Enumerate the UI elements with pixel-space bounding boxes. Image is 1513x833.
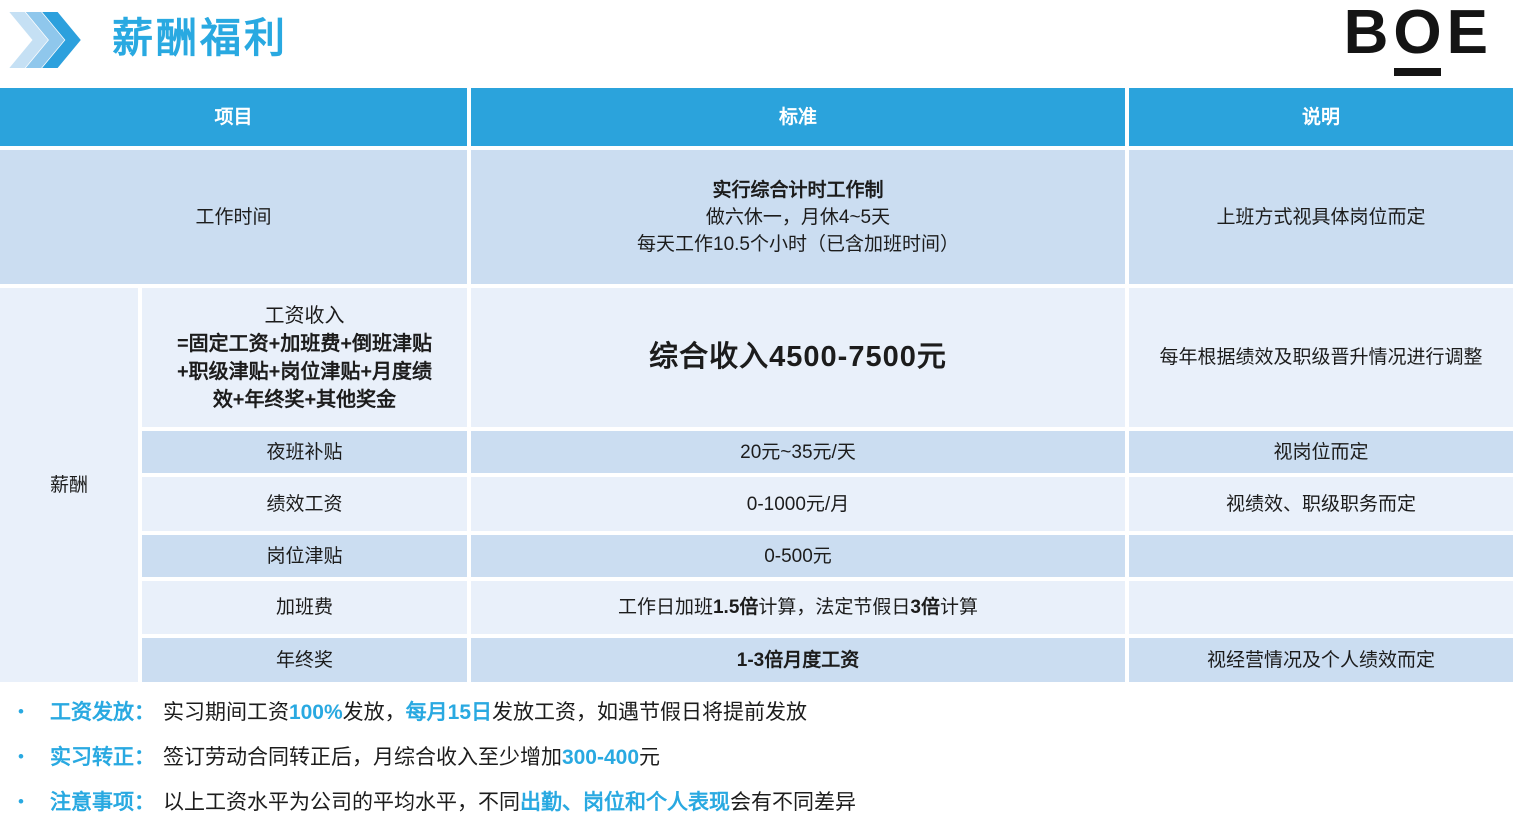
column-header-standard: 标准	[471, 88, 1125, 146]
cell-performance-item: 绩效工资	[142, 477, 467, 531]
cell-night-shift-item: 夜班补贴	[142, 431, 467, 473]
income-formula-line2: +职级津贴+岗位津贴+月度绩	[176, 360, 433, 383]
cell-post-allowance-note	[1129, 535, 1513, 577]
overtime-standard-text: 工作日加班1.5倍计算，法定节假日3倍计算	[618, 594, 978, 621]
boe-logo-letter-b: B	[1343, 0, 1394, 67]
page-title: 薪酬福利	[112, 15, 288, 61]
cell-night-shift-standard: 20元~35元/天	[471, 431, 1125, 473]
cell-night-shift-note: 视岗位而定	[1129, 431, 1513, 473]
income-title: 工资收入	[264, 304, 345, 327]
cell-income-note: 每年根据绩效及职级晋升情况进行调整	[1129, 288, 1513, 427]
cell-income-standard: 综合收入4500-7500元	[471, 288, 1125, 427]
cell-overtime-note	[1129, 581, 1513, 634]
note-internship-conversion: • 实习转正： 签订劳动合同转正后，月综合收入至少增加 300-400 元	[0, 741, 1513, 786]
note-internship-conversion-amount: 300-400	[561, 746, 640, 769]
column-header-item: 项目	[0, 88, 467, 146]
note-salary-payment-seg3: 发放，	[342, 701, 406, 724]
salary-benefits-table: 项目 标准 说明 工作时间 实行综合计时工作制 做六休一，月休4~5天 每天工作…	[0, 88, 1513, 682]
cell-post-allowance-standard: 0-500元	[471, 535, 1125, 577]
cell-year-end-item: 年终奖	[142, 638, 467, 682]
note-salary-payment-seg1: 实习期间工资	[162, 701, 289, 724]
note-attention-factors: 出勤、岗位和个人表现	[519, 791, 730, 814]
chevron-right-icon	[9, 12, 81, 68]
footnotes: • 工资发放： 实习期间工资 100% 发放， 每月15日 发放工资，如遇节假日…	[0, 696, 1513, 831]
cell-performance-standard: 0-1000元/月	[471, 477, 1125, 531]
note-salary-payment-pct: 100%	[288, 701, 343, 724]
cell-performance-note: 视绩效、职级职务而定	[1129, 477, 1513, 531]
cell-income-item: 工资收入 =固定工资+加班费+倒班津贴 +职级津贴+岗位津贴+月度绩 效+年终奖…	[142, 288, 467, 427]
column-header-note: 说明	[1129, 88, 1513, 146]
work-time-schedule: 做六休一，月休4~5天	[705, 206, 891, 228]
overtime-seg1: 工作日加班	[617, 597, 713, 618]
note-salary-payment: • 工资发放： 实习期间工资 100% 发放， 每月15日 发放工资，如遇节假日…	[0, 696, 1513, 741]
cell-work-time-standard: 实行综合计时工作制 做六休一，月休4~5天 每天工作10.5个小时（已含加班时间…	[471, 150, 1125, 284]
overtime-seg3: 计算，法定节假日	[758, 597, 911, 618]
note-internship-conversion-label: 实习转正：	[49, 746, 155, 769]
note-attention-seg3: 会有不同差异	[729, 791, 856, 814]
work-time-system: 实行综合计时工作制	[712, 179, 884, 201]
cell-post-allowance-item: 岗位津贴	[142, 535, 467, 577]
work-time-hours: 每天工作10.5个小时（已含加班时间）	[637, 233, 959, 255]
cell-year-end-standard: 1-3倍月度工资	[471, 638, 1125, 682]
income-formula-line3: 效+年终奖+其他奖金	[212, 388, 397, 411]
bullet-icon: •	[18, 702, 24, 721]
overtime-seg5: 计算	[940, 597, 979, 618]
income-formula-line1: =固定工资+加班费+倒班津贴	[176, 332, 433, 355]
note-attention: • 注意事项： 以上工资水平为公司的平均水平，不同 出勤、岗位和个人表现 会有不…	[0, 786, 1513, 831]
cell-work-time-item: 工作时间	[0, 150, 467, 284]
cell-work-time-note: 上班方式视具体岗位而定	[1129, 150, 1513, 284]
cell-overtime-standard: 工作日加班1.5倍计算，法定节假日3倍计算	[471, 581, 1125, 634]
note-attention-seg1: 以上工资水平为公司的平均水平，不同	[162, 791, 520, 814]
boe-logo-letter-e: E	[1446, 0, 1493, 67]
overtime-rate-holiday: 3倍	[910, 597, 940, 618]
boe-logo-letter-o: O	[1393, 0, 1447, 76]
note-internship-conversion-seg1: 签订劳动合同转正后，月综合收入至少增加	[162, 746, 562, 769]
income-note-text: 每年根据绩效及职级晋升情况进行调整	[1159, 347, 1483, 368]
note-salary-payment-label: 工资发放：	[49, 701, 155, 724]
cell-group-salary: 薪酬	[0, 288, 138, 682]
note-attention-label: 注意事项：	[49, 791, 155, 814]
note-salary-payment-seg5: 发放工资，如遇节假日将提前发放	[492, 701, 808, 724]
bullet-icon: •	[18, 747, 24, 766]
cell-year-end-note: 视经营情况及个人绩效而定	[1129, 638, 1513, 682]
bullet-icon: •	[18, 792, 24, 811]
overtime-rate-weekday: 1.5倍	[712, 597, 759, 618]
note-salary-payment-date: 每月15日	[405, 701, 493, 724]
note-internship-conversion-seg3: 元	[639, 746, 661, 769]
cell-overtime-item: 加班费	[142, 581, 467, 634]
